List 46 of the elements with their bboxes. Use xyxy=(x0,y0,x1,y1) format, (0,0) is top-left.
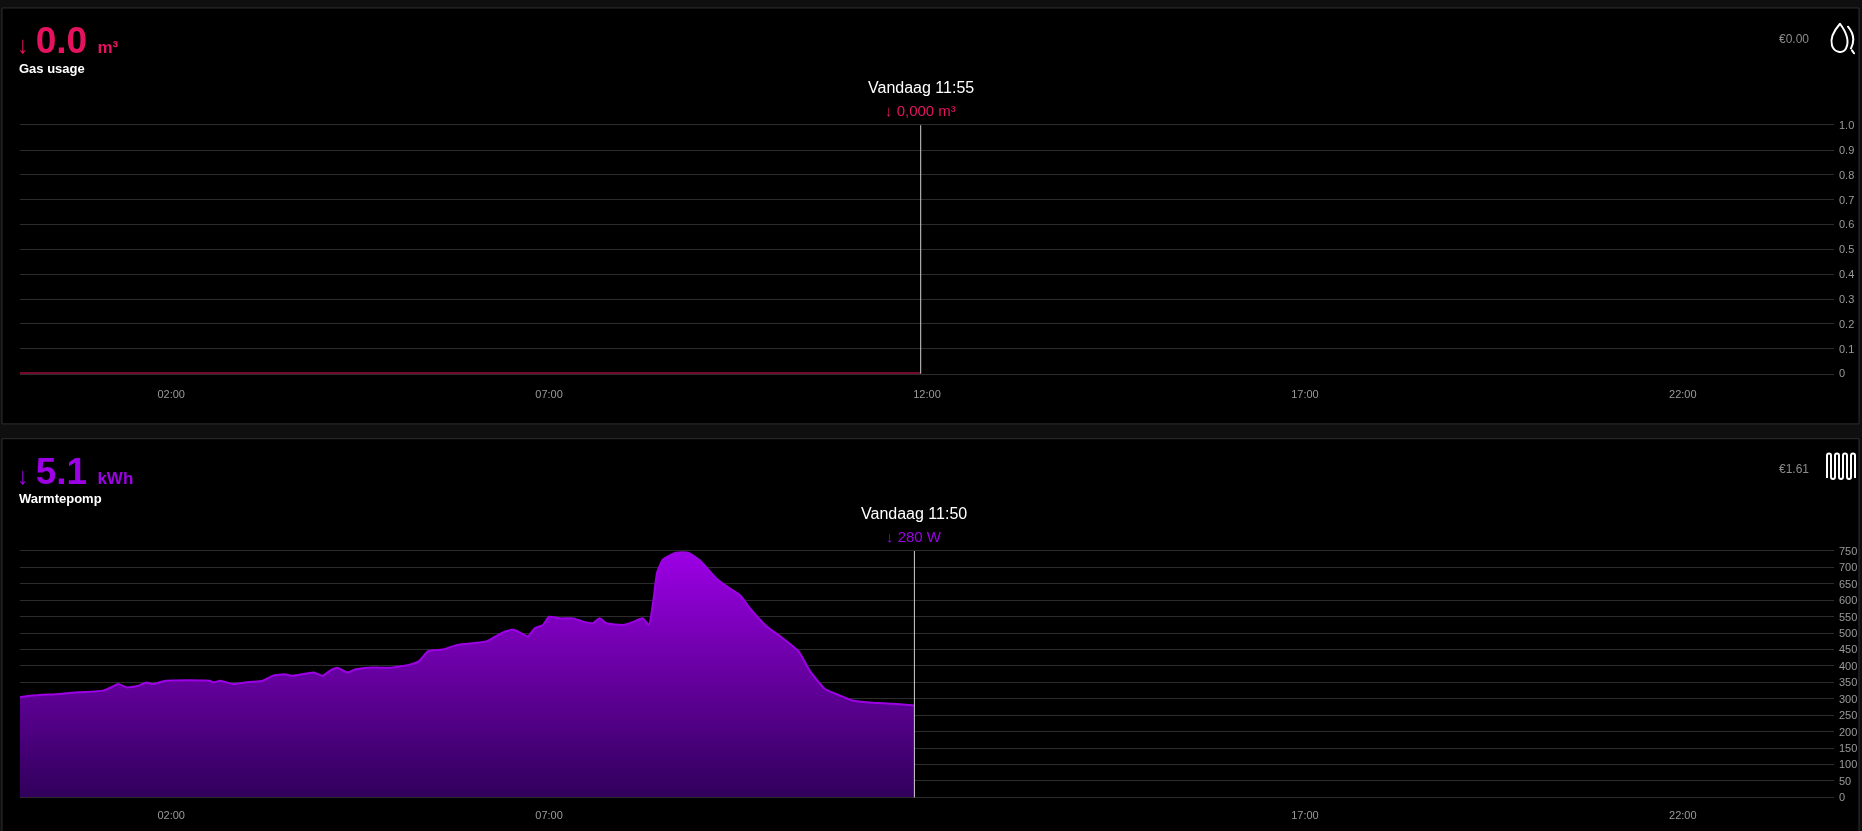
y-tick-label: 750 xyxy=(1839,544,1858,557)
x-tick-label: 07:00 xyxy=(535,808,563,821)
y-tick-label: 600 xyxy=(1839,594,1858,607)
x-tick-label: 12:00 xyxy=(913,387,941,400)
y-tick-label: 0 xyxy=(1839,367,1846,380)
x-tick-label: 07:00 xyxy=(535,387,563,400)
y-tick-label: 0.6 xyxy=(1839,218,1855,231)
y-tick-label: 550 xyxy=(1839,610,1858,623)
text: €0.00 xyxy=(1779,32,1810,46)
text: Vandaag 11:50 xyxy=(861,505,968,522)
y-tick-label: 0.5 xyxy=(1839,243,1855,256)
y-tick-label: 150 xyxy=(1839,741,1858,754)
y-tick-label: 650 xyxy=(1839,577,1858,590)
y-tick-label: 50 xyxy=(1839,774,1852,787)
y-tick-label: 0.4 xyxy=(1839,268,1855,281)
x-tick-label: 22:00 xyxy=(1669,808,1697,821)
y-tick-label: 0.7 xyxy=(1839,193,1855,206)
chart-subtitle: ↓ 0.0 m³ xyxy=(17,20,119,61)
y-tick-label: 0.1 xyxy=(1839,342,1855,355)
y-tick-label: 100 xyxy=(1839,758,1858,771)
text: ↓ 0,000 m³ xyxy=(885,102,956,119)
y-tick-label: 1.0 xyxy=(1839,119,1855,132)
text: ↓ 280 W xyxy=(886,528,942,545)
y-tick-label: 200 xyxy=(1839,725,1858,738)
y-tick-label: 0.2 xyxy=(1839,317,1855,330)
y-tick-label: 300 xyxy=(1839,692,1858,705)
x-tick-label: 02:00 xyxy=(157,387,185,400)
text: €1.61 xyxy=(1779,462,1810,476)
chart-subtitle: ↓ 5.1 kWh xyxy=(17,451,134,492)
y-tick-label: 250 xyxy=(1839,709,1858,722)
y-tick-label: 0.9 xyxy=(1839,143,1855,156)
x-tick-label: 02:00 xyxy=(157,808,185,821)
y-tick-label: 0 xyxy=(1839,791,1846,804)
chart-title: Warmtepomp xyxy=(19,491,102,506)
y-tick-label: 350 xyxy=(1839,676,1858,689)
x-tick-label: 17:00 xyxy=(1291,387,1319,400)
y-tick-label: 450 xyxy=(1839,643,1858,656)
y-tick-label: 500 xyxy=(1839,626,1858,639)
y-tick-label: 0.8 xyxy=(1839,168,1855,181)
text: Vandaag 11:55 xyxy=(868,79,975,96)
x-tick-label: 22:00 xyxy=(1669,387,1697,400)
x-tick-label: 17:00 xyxy=(1291,808,1319,821)
y-tick-label: 0.3 xyxy=(1839,292,1855,305)
y-tick-label: 400 xyxy=(1839,659,1858,672)
y-tick-label: 700 xyxy=(1839,561,1858,574)
chart-title: Gas usage xyxy=(19,61,85,76)
